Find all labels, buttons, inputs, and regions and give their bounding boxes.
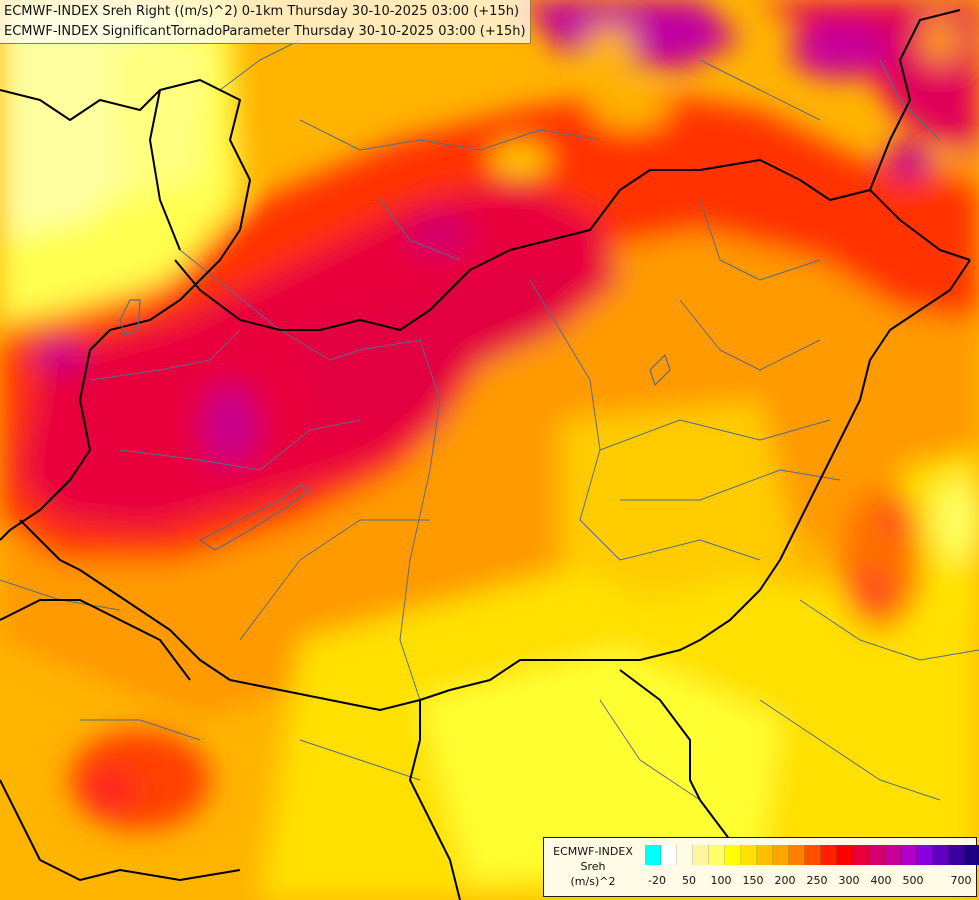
legend-swatch — [709, 845, 725, 865]
legend-swatch — [741, 845, 757, 865]
lake-neusiedl — [119, 299, 141, 336]
legend-swatch — [949, 845, 965, 865]
legend-tick: 300 — [838, 874, 860, 887]
legend-swatch — [645, 845, 661, 865]
legend-swatch — [693, 845, 709, 865]
map-title-sreh: ECMWF-INDEX Sreh Right ((m/s)^2) 0-1km T… — [4, 4, 520, 19]
legend-swatch — [757, 845, 773, 865]
legend-tick: 500 — [902, 874, 924, 887]
legend-source: ECMWF-INDEX — [553, 845, 633, 858]
legend-unit: (m/s)^2 — [570, 875, 616, 888]
legend-tick: 700 — [950, 874, 972, 887]
legend-swatch — [677, 845, 693, 865]
legend-swatch — [917, 845, 933, 865]
legend-swatch — [933, 845, 949, 865]
colorbar-legend: ECMWF-INDEX Sreh (m/s)^2 -20 50 100 150 200 2… — [543, 837, 979, 897]
map-title-stp: ECMWF-INDEX SignificantTornadoParameter … — [4, 24, 526, 39]
legend-swatch — [837, 845, 853, 865]
legend-tick-labels: -20 50 100 150 200 250 300 400 500 700 — [645, 874, 975, 890]
legend-swatch — [725, 845, 741, 865]
legend-swatch — [773, 845, 789, 865]
legend-swatch — [853, 845, 869, 865]
legend-swatch — [869, 845, 885, 865]
legend-swatch — [661, 845, 677, 865]
map-title-box: ECMWF-INDEX Sreh Right ((m/s)^2) 0-1km T… — [0, 0, 531, 44]
legend-tick: 150 — [742, 874, 764, 887]
legend-tick: 50 — [682, 874, 696, 887]
legend-swatch — [805, 845, 821, 865]
legend-swatch — [789, 845, 805, 865]
legend-swatch — [965, 845, 979, 865]
legend-label: ECMWF-INDEX Sreh (m/s)^2 — [544, 844, 642, 889]
legend-tick: -20 — [648, 874, 666, 887]
legend-swatch — [821, 845, 837, 865]
legend-variable: Sreh — [580, 860, 606, 873]
legend-tick: 200 — [774, 874, 796, 887]
lake-balaton — [198, 484, 312, 551]
legend-tick: 100 — [710, 874, 732, 887]
legend-color-scale — [645, 845, 979, 865]
legend-swatch — [901, 845, 917, 865]
lake-tisza — [649, 353, 671, 387]
legend-swatch — [885, 845, 901, 865]
regional-borders — [0, 39, 979, 801]
legend-tick: 250 — [806, 874, 828, 887]
legend-tick: 400 — [870, 874, 892, 887]
lakes — [119, 299, 671, 551]
